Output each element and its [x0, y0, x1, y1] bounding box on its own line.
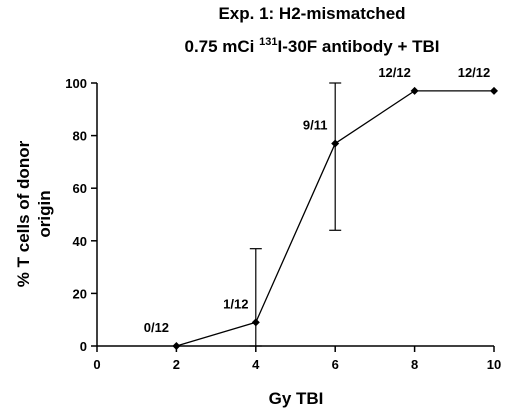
chart-title-line2-prefix: 0.75 mCi [184, 37, 259, 56]
y-axis-label: % T cells of donor origin [14, 140, 54, 287]
x-axis-label: Gy TBI [269, 389, 324, 408]
data-point [490, 86, 498, 95]
data-label: 9/11 [303, 117, 328, 132]
y-tick-label: 20 [73, 286, 87, 301]
x-tick-label: 4 [252, 357, 260, 372]
x-ticks: 0 2 4 6 8 10 [93, 346, 501, 372]
y-tick-label: 60 [73, 181, 87, 196]
data-label: 12/12 [458, 65, 491, 80]
y-tick-label: 100 [65, 76, 87, 91]
data-label: 1/12 [223, 296, 248, 311]
x-tick-label: 0 [93, 357, 100, 372]
chart-title-line2: 0.75 mCi 131I-30F antibody + TBI [184, 36, 439, 56]
y-ticks: 0 20 40 60 80 100 [65, 76, 97, 354]
y-tick-label: 80 [73, 129, 87, 144]
x-tick-label: 10 [487, 357, 501, 372]
data-point [410, 86, 419, 95]
data-point [251, 318, 260, 327]
data-label: 12/12 [378, 65, 411, 80]
data-point [172, 342, 181, 350]
y-tick-label: 0 [80, 339, 87, 354]
chart-title-line2-suffix: I-30F antibody + TBI [278, 37, 440, 56]
chart-title-superscript: 131 [259, 36, 277, 48]
y-axis-label-line1: % T cells of donor [14, 140, 33, 287]
data-point [331, 139, 340, 148]
x-tick-label: 6 [332, 357, 339, 372]
y-tick-label: 40 [73, 234, 87, 249]
data-label: 0/12 [144, 320, 169, 335]
y-axis-label-line2: origin [35, 190, 54, 237]
x-tick-label: 2 [173, 357, 180, 372]
chart-title-line1: Exp. 1: H2-mismatched [218, 4, 405, 23]
x-tick-label: 8 [411, 357, 418, 372]
series: 0/12 1/12 9/11 12/12 12/12 [144, 65, 498, 350]
